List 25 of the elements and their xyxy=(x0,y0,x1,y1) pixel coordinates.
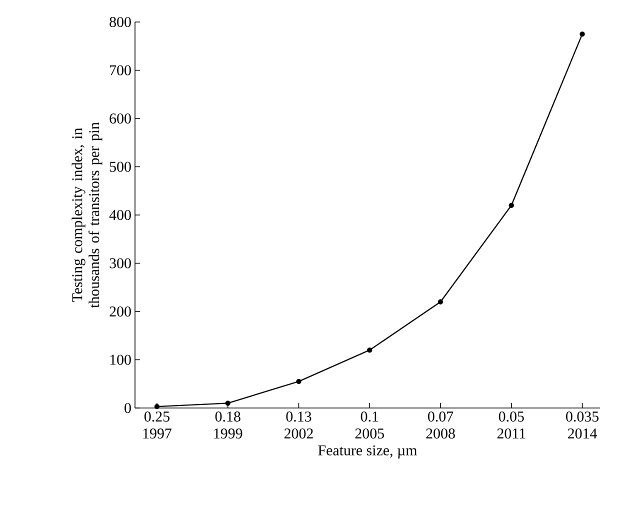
y-tick-label: 700 xyxy=(110,65,131,76)
x-tick-label: 0.25 1997 xyxy=(143,412,172,439)
y-tick-label: 400 xyxy=(109,210,131,220)
x-tick-label: 0.05 2011 xyxy=(497,412,526,439)
x-tick-label: 0.07 2008 xyxy=(426,412,455,439)
y-tick-label: 500 xyxy=(110,162,131,172)
point xyxy=(296,378,302,384)
point xyxy=(438,299,444,304)
y-tick-label: 200 xyxy=(110,306,131,317)
y-axis-title: Testing complexity index, in thousands of transitors per pin xyxy=(72,122,102,308)
point xyxy=(367,348,372,353)
y-tick-label: 800 xyxy=(110,16,131,28)
y-tick-label: 300 xyxy=(110,258,131,268)
x-tick-label: 0.035 2014 xyxy=(566,412,599,439)
x-tick-label: 0.18 1999 xyxy=(214,412,242,439)
x-axis-title: Feature size, µm xyxy=(318,445,418,458)
x-tick-label: 0.1 2005 xyxy=(355,412,384,439)
point xyxy=(580,31,585,37)
point xyxy=(154,404,160,410)
point xyxy=(225,400,230,406)
point xyxy=(508,202,514,208)
y-tick-label: 0 xyxy=(124,402,131,414)
y-tick-label: 100 xyxy=(110,354,131,365)
y-tick-label: 600 xyxy=(110,113,131,124)
x-tick-label: 0.13 2002 xyxy=(284,412,313,439)
